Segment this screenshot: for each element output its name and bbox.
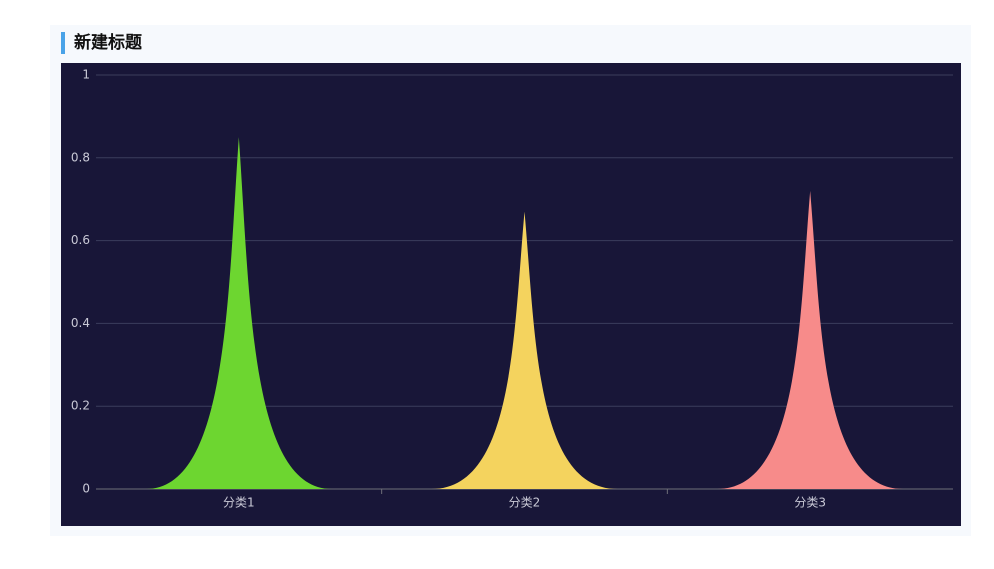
y-tick-label: 0.6 [71,233,90,247]
peak [145,137,332,489]
peak [717,190,904,490]
x-tick-label: 分类3 [794,496,826,510]
y-tick-label: 0.8 [71,150,90,164]
y-tick-label: 1 [82,68,90,82]
peak [431,211,618,489]
chart-title: 新建标题 [61,32,142,54]
x-tick-label: 分类2 [509,496,541,510]
x-tick-label: 分类1 [223,496,255,510]
y-tick-label: 0 [82,482,90,496]
chart: 0 0.2 0.4 0.6 0.8 1 分类1 分类2 分类3 [61,63,961,526]
y-tick-label: 0.4 [71,316,90,330]
y-tick-label: 0.2 [71,399,90,413]
